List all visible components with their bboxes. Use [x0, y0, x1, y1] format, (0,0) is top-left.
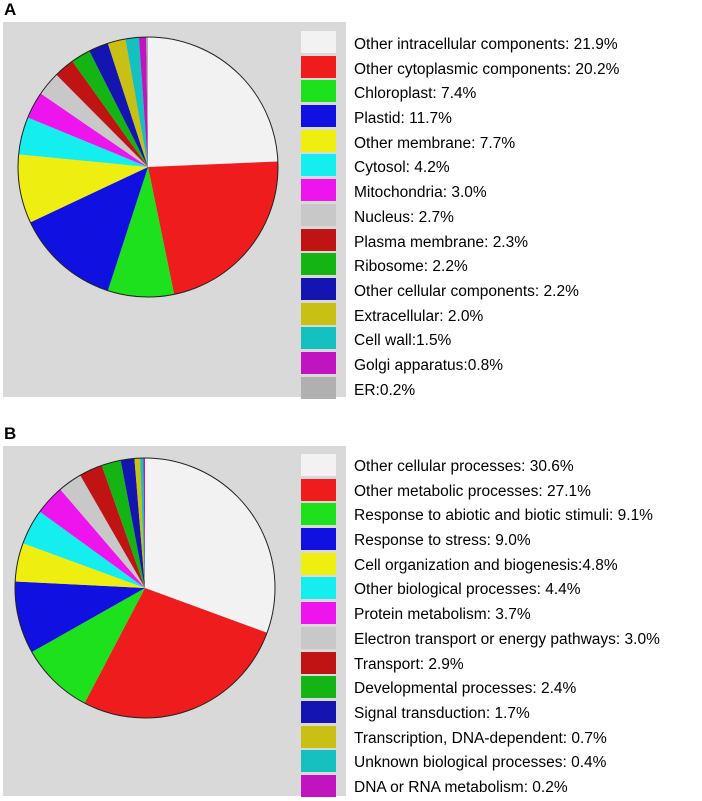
panel-a-legend-swatch-other-membrane [301, 129, 336, 152]
panel-b-legend-label-transport: Transport: 2.9% [354, 655, 464, 673]
panel-a-legend-label-other-intracellular-components: Other intracellular components: 21.9% [354, 36, 618, 53]
panel-a-legend-swatch-ribosome [301, 253, 336, 276]
panel-b-letter: B [4, 424, 17, 443]
panel-b-legend-swatch-protein-metabolism [301, 602, 336, 625]
panel-a-legend-swatch-other-intracellular-components [301, 31, 336, 53]
panel-a-legend-swatch-golgi-apparatus [301, 351, 336, 374]
panel-a-legend-label-mitochondria: Mitochondria: 3.0% [354, 184, 487, 202]
panel-a-legend-swatch-er [301, 376, 336, 399]
panel-b-slice-signal-transduction [120, 458, 145, 588]
panel-a-chart-area [3, 22, 346, 399]
panel-b-legend-label-response-to-stress: Response to stress: 9.0% [354, 532, 531, 550]
panel-b-slice-other-metabolic-processes [84, 588, 268, 718]
panel-a-slice-chloroplast [107, 167, 175, 298]
panel-b-legend-label-signal-transduction: Signal transduction: 1.7% [354, 704, 530, 722]
panel-b-legend-swatch-transcription-dna-dependent [301, 725, 336, 748]
panel-b-slice-developmental-processes [101, 460, 145, 588]
panel-b-legend-label-other-metabolic-processes: Other metabolic processes: 27.1% [354, 482, 591, 500]
panel-a-legend-swatch-cell-wall [301, 327, 336, 350]
panel-a-slice-mitochondria [27, 93, 149, 167]
panel-b-slice-transcription-dna-dependent [134, 458, 145, 588]
panel-b-legend-label-response-to-abiotic-and-biotic-stimuli: Response to abiotic and biotic stimuli: … [354, 507, 653, 525]
panel-a-legend-label-golgi-apparatus: Golgi apparatus:0.8% [354, 356, 504, 374]
panel-a-legend-swatch-extracellular [301, 302, 336, 325]
panel-b-legend-swatch-response-to-abiotic-and-biotic-stimuli [301, 503, 336, 526]
panel-a-legend-label-other-cellular-components: Other cellular components: 2.2% [354, 282, 579, 300]
panel-a-legend-label-plastid: Plastid: 11.7% [354, 110, 452, 128]
panel-b-slice-cell-organization-and-biogenesis [15, 543, 145, 588]
panel-a-legend-label-cell-wall: Cell wall:1.5% [354, 332, 452, 350]
panel-a-legend-swatch-plastid [301, 105, 336, 128]
panel-b-slice-response-to-abiotic-and-biotic-stimuli [31, 588, 145, 704]
panel-a-slice-other-intracellular-components [148, 37, 278, 167]
panel-a-slice-ribosome [72, 50, 148, 167]
panel-a-slice-golgi-apparatus [138, 37, 148, 168]
panel-a-legend-label-plasma-membrane: Plasma membrane: 2.3% [354, 233, 529, 251]
panel-b-legend-label-dna-or-rna-metabolism: DNA or RNA metabolism: 0.2% [354, 778, 568, 796]
panel-a-slice-other-membrane [17, 154, 148, 223]
panel-a-slice-cytosol [18, 117, 148, 167]
panel-a-legend-swatch-other-cytoplasmic-components [301, 55, 336, 78]
panel-b-slice-transport [80, 465, 145, 588]
panel-b-slice-protein-metabolism [39, 489, 145, 588]
panel-b-legend-swatch-cell-organization-and-biogenesis [301, 552, 336, 575]
panel-a-slice-plasma-membrane [56, 61, 148, 167]
panel-b-legend-label-unknown-biological-processes: Unknown biological processes: 0.4% [354, 754, 607, 772]
panel-a-slice-other-cellular-components [89, 43, 148, 167]
panel-b-slice-response-to-stress [15, 581, 146, 653]
panel-a-legend-label-other-cytoplasmic-components: Other cytoplasmic components: 20.2% [354, 60, 620, 78]
panel-a-slice-extracellular [107, 38, 148, 167]
panel-b-slice-other-cellular-processes [145, 458, 275, 633]
panel-b-legend-label-protein-metabolism: Protein metabolism: 3.7% [354, 606, 531, 624]
panel-a-legend-label-er: ER:0.2% [354, 381, 416, 399]
panel-b-slice-electron-transport-or-energy-pathways [60, 475, 146, 588]
panel-a-legend-label-chloroplast: Chloroplast: 7.4% [354, 85, 477, 103]
panel-a-legend-swatch-plasma-membrane [301, 228, 336, 251]
panel-b-legend-swatch-transport [301, 651, 336, 674]
panel-b-legend-swatch-other-biological-processes [301, 577, 336, 600]
panel-a-pie-outline [17, 36, 279, 298]
panel-a-pie [17, 36, 279, 298]
panel-a-legend-swatch-cytosol [301, 154, 336, 177]
panel-a-slice-other-cytoplasmic-components [148, 161, 278, 295]
panel-b-legend-swatch-electron-transport-or-energy-pathways [301, 626, 336, 649]
panel-b-legend-swatch-other-cellular-processes [301, 454, 336, 476]
panel-a-legend-swatch-other-cellular-components [301, 277, 336, 300]
panel-a-legend-swatch-nucleus [301, 203, 336, 226]
panel-b-legend-label-cell-organization-and-biogenesis: Cell organization and biogenesis:4.8% [354, 556, 618, 574]
panel-a-legend-label-nucleus: Nucleus: 2.7% [354, 208, 454, 226]
panel-b-legend-swatch-signal-transduction [301, 700, 336, 723]
panel-b-legend-swatches [301, 454, 336, 800]
panel-a-legend-swatches [301, 31, 336, 401]
panel-b-legend-label-transcription-dna-dependent: Transcription, DNA-dependent: 0.7% [354, 729, 607, 747]
panel-b-legend-swatch-dna-or-rna-metabolism [301, 774, 336, 797]
panel-a-legend-swatch-mitochondria [301, 179, 336, 202]
panel-b-legend-swatch-developmental-processes [301, 676, 336, 699]
panel-b-slice-unknown-biological-processes [140, 458, 145, 588]
panel-a-legend-label-extracellular: Extracellular: 2.0% [354, 307, 484, 325]
panel-a-legend-labels: Other intracellular components: 21.9% Oth… [354, 33, 619, 403]
panel-b-legend-label-other-cellular-processes: Other cellular processes: 30.6% [354, 458, 574, 475]
panel-b-legend-label-other-biological-processes: Other biological processes: 4.4% [354, 581, 581, 599]
panel-a-slice-nucleus [40, 74, 148, 167]
panel-b-legend-labels: Other cellular processes: 30.6% Other met… [354, 455, 660, 801]
panel-a-legend-label-cytosol: Cytosol: 4.2% [354, 159, 450, 177]
panel-b-legend-swatch-other-metabolic-processes [301, 478, 336, 501]
panel-b-pie [14, 457, 276, 719]
panel-a-legend-label-ribosome: Ribosome: 2.2% [354, 258, 468, 276]
panel-a-legend-swatch-chloroplast [301, 80, 336, 103]
panel-a-slice-cell-wall [125, 37, 148, 167]
panel-a-slice-er [146, 37, 148, 167]
panel-a-letter: A [4, 0, 17, 19]
panel-b-legend-label-developmental-processes: Developmental processes: 2.4% [354, 680, 577, 698]
panel-a-legend-label-other-membrane: Other membrane: 7.7% [354, 134, 516, 152]
panel-b-chart-area [3, 446, 346, 797]
panel-b-pie-outline [14, 457, 276, 719]
panel-a-slice-plastid [30, 167, 148, 291]
panel-b-slice-other-biological-processes [22, 511, 145, 588]
panel-b-legend-swatch-unknown-biological-processes [301, 750, 336, 773]
panel-b-slice-dna-or-rna-metabolism [143, 458, 145, 588]
panel-b-legend-label-electron-transport-or-energy-pathways: Electron transport or energy pathways: 3… [354, 630, 660, 648]
panel-b-legend-swatch-response-to-stress [301, 528, 336, 551]
